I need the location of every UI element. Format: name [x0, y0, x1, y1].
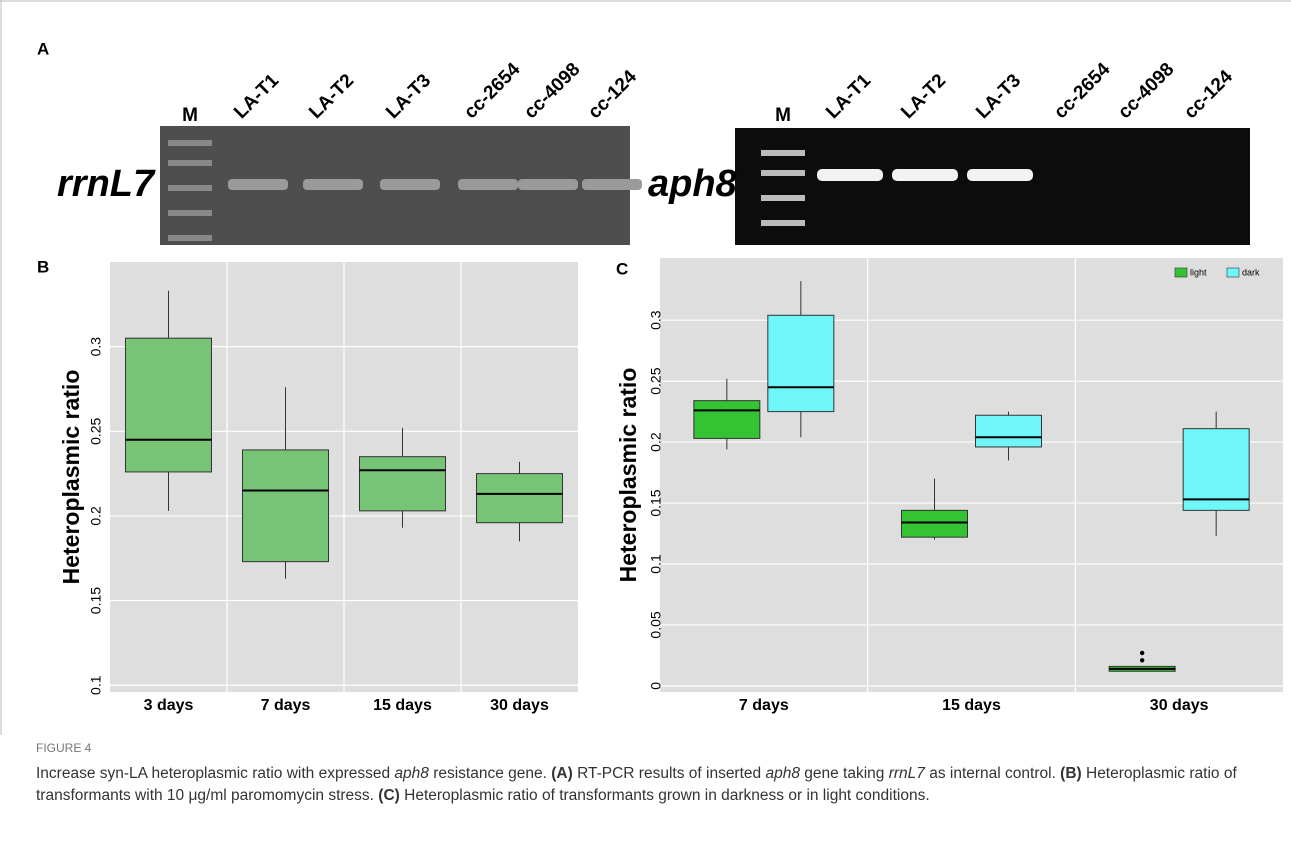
y-axis-label: Heteroplasmic ratio: [615, 368, 641, 583]
y-tick-label: 0.05: [648, 611, 664, 638]
y-tick-label: 0.2: [648, 432, 664, 452]
legend-swatch: [1227, 268, 1239, 277]
box: [360, 457, 446, 511]
y-tick-label: 0.25: [88, 417, 104, 444]
ladder-band: [761, 195, 805, 201]
y-tick-label: 0.15: [648, 489, 664, 516]
caption-part: gene taking: [800, 765, 889, 782]
y-tick-label: 0.3: [648, 310, 664, 330]
box: [1183, 429, 1249, 511]
figure-page: A rrnL7 aph8 MLA-T1LA-T2LA-T3cc-2654cc-4…: [0, 0, 1291, 849]
legend-swatch: [1175, 268, 1187, 277]
box: [243, 450, 329, 562]
caption: FIGURE 4 Increase syn-LA heteroplasmic r…: [36, 737, 1266, 807]
lane-label: cc-4098: [1114, 59, 1178, 123]
x-tick-label: 30 days: [1150, 697, 1209, 714]
outlier: [1140, 658, 1144, 662]
caption-text: Increase syn-LA heteroplasmic ratio with…: [36, 763, 1266, 807]
panel-label: C: [616, 259, 628, 278]
y-tick-label: 0.1: [648, 554, 664, 574]
lane-label: M: [182, 105, 198, 126]
gel-band: [967, 169, 1033, 181]
caption-part: rrnL7: [889, 765, 925, 782]
y-tick-label: 0: [648, 682, 664, 690]
gel-band: [228, 179, 288, 190]
lane-label: LA-T1: [230, 70, 283, 123]
panel-label: B: [37, 257, 49, 276]
lane-label: cc-4098: [520, 59, 584, 123]
lane-label: cc-2654: [460, 59, 524, 123]
x-tick-label: 30 days: [490, 697, 549, 714]
legend-label: light: [1190, 267, 1207, 277]
ladder-band: [761, 150, 805, 156]
lane-label: cc-124: [584, 66, 641, 123]
x-tick-label: 15 days: [942, 697, 1001, 714]
panel-label: A: [37, 39, 49, 58]
gel-band: [582, 179, 642, 190]
lane-label: LA-T1: [822, 70, 875, 123]
outlier: [1140, 651, 1144, 655]
x-tick-label: 7 days: [261, 697, 311, 714]
caption-part: Increase syn-LA heteroplasmic ratio with…: [36, 765, 394, 782]
figure-label: FIGURE 4: [36, 737, 1266, 759]
lane-label: LA-T3: [972, 70, 1025, 123]
x-tick-label: 3 days: [144, 697, 194, 714]
gel-right: [735, 128, 1250, 245]
box: [768, 315, 834, 411]
caption-part: (A): [551, 765, 573, 782]
caption-part: (B): [1060, 765, 1082, 782]
y-tick-label: 0.1: [88, 675, 104, 695]
gel-band: [518, 179, 578, 190]
gel-band: [458, 179, 518, 190]
caption-part: resistance gene.: [429, 765, 551, 782]
y-tick-label: 0.2: [88, 506, 104, 526]
ladder-band: [168, 235, 212, 241]
legend-label: dark: [1242, 267, 1260, 277]
lane-label: LA-T2: [897, 70, 950, 123]
gene-label: aph8: [648, 163, 738, 205]
gene-label: rrnL7: [57, 163, 156, 205]
gel-band: [380, 179, 440, 190]
gel-band: [817, 169, 883, 181]
box: [902, 510, 968, 537]
y-tick-label: 0.25: [648, 367, 664, 394]
ladder-band: [761, 170, 805, 176]
box: [126, 338, 212, 472]
box: [976, 415, 1042, 447]
x-tick-label: 7 days: [739, 697, 789, 714]
caption-part: as internal control.: [925, 765, 1060, 782]
ladder-band: [761, 220, 805, 226]
ladder-band: [168, 160, 212, 166]
y-tick-label: 0.3: [88, 337, 104, 357]
lane-label: cc-2654: [1050, 59, 1114, 123]
caption-part: aph8: [394, 765, 428, 782]
ladder-band: [168, 210, 212, 216]
lane-label: LA-T3: [382, 70, 435, 123]
caption-part: aph8: [765, 765, 799, 782]
ladder-band: [168, 185, 212, 191]
box: [694, 401, 760, 439]
lane-label: M: [775, 105, 791, 126]
y-tick-label: 0.15: [88, 587, 104, 614]
caption-part: RT-PCR results of inserted: [573, 765, 766, 782]
x-tick-label: 15 days: [373, 697, 432, 714]
box: [477, 474, 563, 523]
lane-label: LA-T2: [305, 70, 358, 123]
caption-part: (C): [378, 787, 400, 804]
gel-band: [892, 169, 958, 181]
ladder-band: [168, 140, 212, 146]
caption-part: Heteroplasmic ratio of transformants gro…: [400, 787, 930, 804]
lane-label: cc-124: [1180, 66, 1237, 123]
gel-band: [303, 179, 363, 190]
y-axis-label: Heteroplasmic ratio: [58, 370, 84, 585]
